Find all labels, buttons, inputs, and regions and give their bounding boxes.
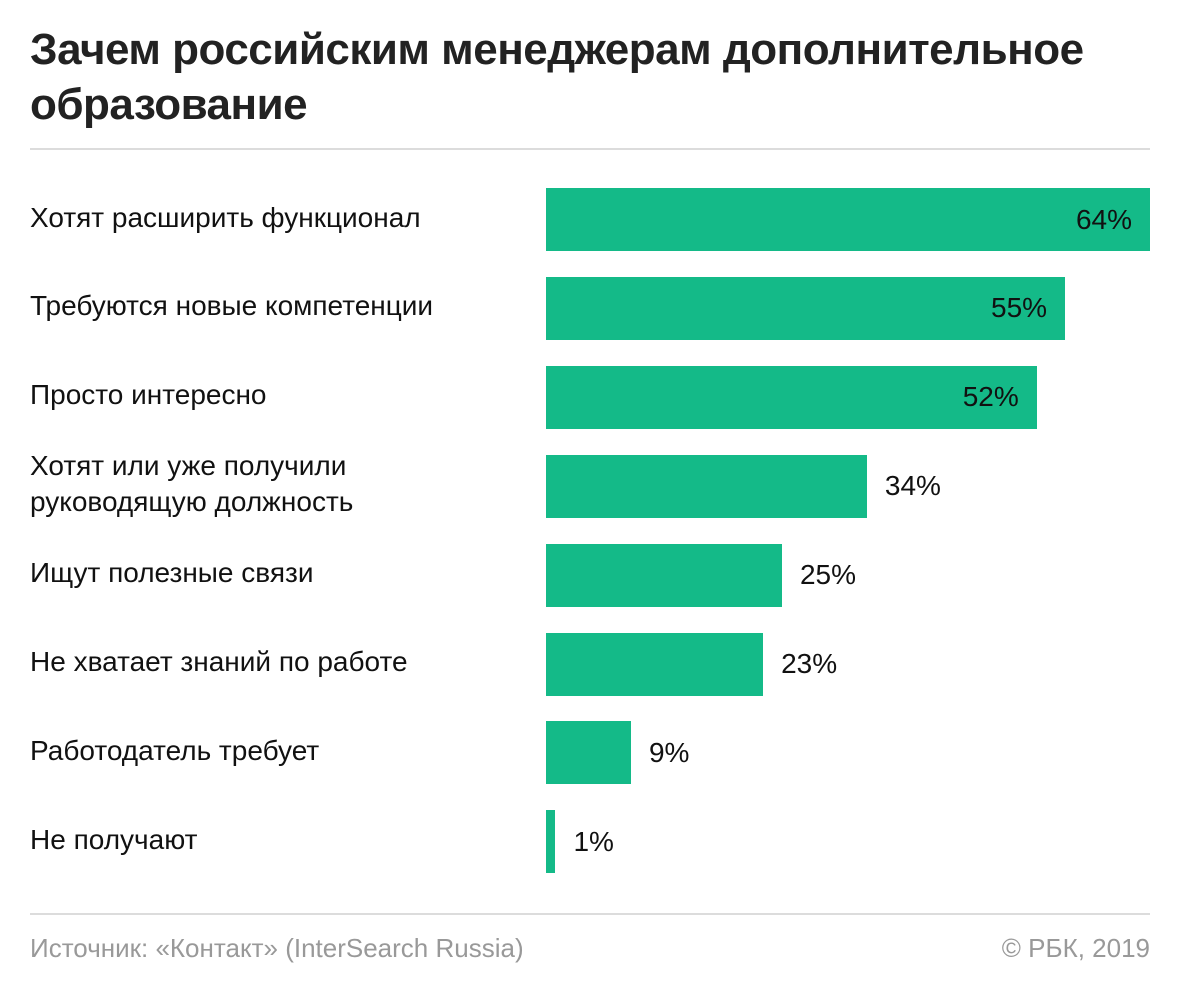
source-note: Источник: «Контакт» (InterSearch Russia)	[30, 933, 524, 963]
category-label-line: Не хватает знаний по работе	[30, 646, 408, 677]
category-label-line: Ищут полезные связи	[30, 557, 314, 589]
category-label: Не получают	[30, 822, 197, 858]
value-label: 55%	[991, 292, 1048, 324]
category-label-line: Хотят или уже получили	[30, 450, 347, 482]
category-label: Не хватает знаний по работе	[30, 644, 408, 680]
category-label: Ищут полезные связи	[30, 555, 313, 591]
category-label: Хотят расширить функционал	[30, 200, 421, 236]
copyright: © РБК, 2019	[1001, 933, 1150, 963]
bar	[546, 810, 556, 874]
category-label-line: Работодатель требует	[30, 734, 320, 766]
value-label: 1%	[573, 825, 614, 857]
bar	[546, 276, 1066, 340]
value-label: 52%	[962, 381, 1019, 413]
category-label-line: Хотят расширить функционал	[30, 201, 421, 233]
value-label: 64%	[1075, 203, 1132, 235]
category-label-line: руководящую должность	[30, 486, 354, 518]
bar	[546, 365, 1037, 429]
category-label-line: Просто интересно	[30, 379, 267, 411]
category-label-line: Требуются новые компетенции	[30, 290, 434, 322]
bar	[546, 543, 782, 607]
value-label: 9%	[648, 736, 690, 768]
value-label: 23%	[781, 648, 838, 679]
bar	[546, 188, 1150, 251]
bar	[546, 721, 631, 785]
value-label: 34%	[884, 470, 941, 502]
top-divider	[30, 148, 1150, 150]
category-label: Просто интересно	[30, 377, 267, 413]
category-label: Работодатель требует	[30, 733, 319, 769]
category-label: Хотят или уже получили руководящую должно…	[30, 448, 353, 520]
bottom-divider	[30, 913, 1150, 915]
bar	[546, 454, 867, 518]
category-label-line: Не получают	[30, 823, 198, 855]
bar	[546, 632, 764, 696]
value-label: 25%	[799, 559, 856, 591]
category-label: Требуются новые компетенции	[30, 288, 433, 324]
chart-title: Зачем российским менеджерам дополнительн…	[30, 25, 1084, 129]
